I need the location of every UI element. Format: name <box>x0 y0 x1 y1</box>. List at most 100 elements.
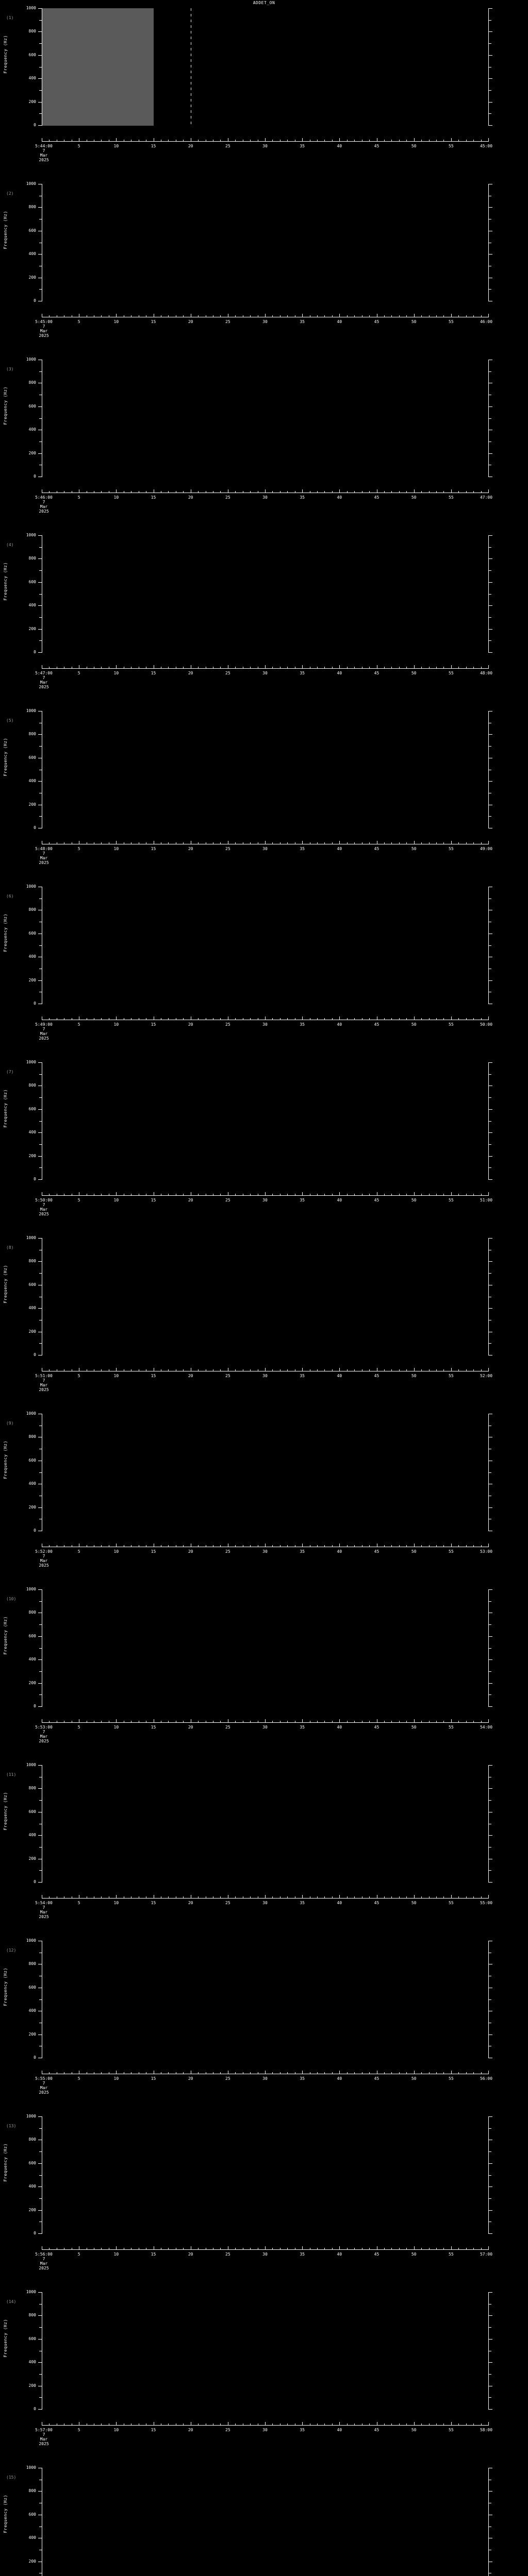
x-tick <box>265 841 266 844</box>
x-tick <box>481 1369 482 1371</box>
x-tick <box>49 1721 50 1722</box>
y-tick <box>38 781 42 782</box>
x-tick <box>354 315 355 317</box>
x-tick <box>399 1018 400 1020</box>
y-tick-label: 600 <box>28 1633 36 1638</box>
x-tick <box>235 667 236 668</box>
spectrogram-panel[interactable]: 1000 800 600 400 200 0 Frequency (Hz) (7) 5 10 15 2… <box>0 1058 528 1234</box>
x-tick <box>235 1896 236 1898</box>
x-tick <box>406 2072 407 2074</box>
x-tick <box>466 2424 467 2425</box>
x-tick <box>391 2424 392 2425</box>
x-tick <box>458 1369 459 1371</box>
y-tick <box>38 1062 42 1063</box>
y-tick <box>39 1273 42 1274</box>
spectrogram-panel[interactable]: 1000 800 600 400 200 0 Frequency (Hz) (5) 5 10 15 2… <box>0 707 528 883</box>
x-tick <box>49 1545 50 1547</box>
x-tick <box>369 667 370 668</box>
x-tick <box>369 1721 370 1722</box>
x-tick <box>466 1194 467 1195</box>
spectrogram-panel[interactable]: 1000 800 600 400 200 0 Frequency (Hz) (12) 5 10 15… <box>0 1937 528 2112</box>
x-tick <box>168 2424 169 2425</box>
x-tick <box>346 140 348 141</box>
x-tick <box>414 1368 415 1371</box>
spectrogram-panel[interactable]: 1000 800 600 400 200 0 Frequency (Hz) (4) 5 10 15 2… <box>0 531 528 707</box>
x-tick <box>101 1194 102 1195</box>
y-tick <box>489 1999 491 2000</box>
spectrogram-panel[interactable]: 1000 800 600 400 200 0 Frequency (Hz) (10) 5 10 15… <box>0 1585 528 1761</box>
y-tick-label: 600 <box>28 52 36 57</box>
y-tick <box>38 1882 42 1883</box>
x-tick <box>436 1194 437 1195</box>
y-tick <box>489 371 491 372</box>
x-tick <box>466 491 467 493</box>
y-tick-label: 200 <box>28 275 36 280</box>
x-tick <box>287 1018 288 1020</box>
x-tick <box>406 1721 407 1722</box>
x-tick <box>198 2072 199 2074</box>
x-tick-label: 40 <box>337 2428 342 2432</box>
x-tick <box>220 1369 221 1371</box>
y-tick <box>39 640 42 641</box>
x-tick-label: 30 <box>262 1374 268 1378</box>
x-tick <box>332 1194 333 1195</box>
x-tick <box>250 842 251 844</box>
y-tick <box>489 2409 492 2410</box>
x-tick <box>116 841 117 844</box>
x-tick <box>220 140 221 141</box>
x-tick <box>235 1369 236 1371</box>
x-tick <box>488 1719 489 1722</box>
y-axis-right <box>488 2468 489 2576</box>
y-tick-label: 0 <box>34 2406 36 2411</box>
y-tick <box>39 371 42 372</box>
x-tick-label: 25 <box>225 144 230 148</box>
y-tick <box>38 629 42 630</box>
y-tick-label: 800 <box>28 1786 36 1791</box>
x-tick <box>436 1018 437 1020</box>
spectrogram-panel[interactable]: 1000 800 600 400 200 0 Frequency (Hz) (2) 5 10 15 2… <box>0 180 528 355</box>
y-axis-title: Frequency (Hz) <box>3 562 8 601</box>
spectrogram-panel[interactable]: 1000 800 600 400 200 0 Frequency (Hz) (8) 5 10 15 2… <box>0 1234 528 1410</box>
x-tick <box>443 2248 444 2249</box>
y-tick-label: 800 <box>28 1961 36 1967</box>
x-tick-label: 25 <box>225 319 230 324</box>
x-tick <box>421 1194 422 1195</box>
x-tick <box>317 1018 318 1020</box>
spectrogram-panel[interactable]: 1000 800 600 400 200 0 Frequency (Hz) (9) 5 10 15 2… <box>0 1410 528 1585</box>
x-axis-start-label: 5:45:00 <box>35 319 53 324</box>
y-tick <box>38 55 42 56</box>
x-tick <box>332 2424 333 2425</box>
x-axis-line <box>42 141 489 142</box>
spectrogram-panel[interactable]: 1000 800 600 400 200 0 Frequency (Hz) (14) 5 10 15… <box>0 2288 528 2464</box>
x-tick <box>287 1545 288 1547</box>
spectrogram-panel[interactable]: 1000 800 600 400 200 0 Frequency (Hz) (6) 5 10 15 2… <box>0 883 528 1058</box>
y-tick-label: 1000 <box>26 1938 36 1943</box>
x-tick-label: 50 <box>411 1725 417 1730</box>
y-tick-label: 0 <box>34 2055 36 2060</box>
x-tick <box>302 841 303 844</box>
x-tick <box>339 489 340 493</box>
x-tick-label: 45 <box>374 495 380 500</box>
x-tick-label: 35 <box>300 495 305 500</box>
x-tick <box>399 1545 400 1547</box>
x-tick <box>116 2246 117 2249</box>
x-tick <box>384 2424 385 2425</box>
x-tick <box>428 140 430 141</box>
y-tick-label: 600 <box>28 1106 36 1111</box>
y-tick <box>39 2327 42 2328</box>
spectrogram-panel[interactable]: 1000 800 600 400 200 0 Frequency (Hz) (13) 5 10 15… <box>0 2112 528 2288</box>
y-tick-label: 200 <box>28 802 36 807</box>
y-axis-title: Frequency (Hz) <box>3 1616 8 1655</box>
x-tick <box>421 1721 422 1722</box>
y-tick <box>489 945 491 946</box>
y-tick <box>38 980 42 981</box>
x-tick <box>443 1194 444 1195</box>
y-tick <box>489 1144 491 1145</box>
spectrogram-panel[interactable]: 1000 800 600 400 200 0 Frequency (Hz) (11) 5 10 15… <box>0 1761 528 1937</box>
spectrogram-panel[interactable]: 1000 800 600 400 200 0 Frequency (Hz) (1) 5 10 15 2… <box>0 4 528 180</box>
y-tick <box>39 2175 42 2176</box>
x-tick <box>473 2424 474 2425</box>
spectrogram-panel[interactable]: 1000 800 600 400 200 0 Frequency (Hz) (3) 5 10 15 2… <box>0 355 528 531</box>
